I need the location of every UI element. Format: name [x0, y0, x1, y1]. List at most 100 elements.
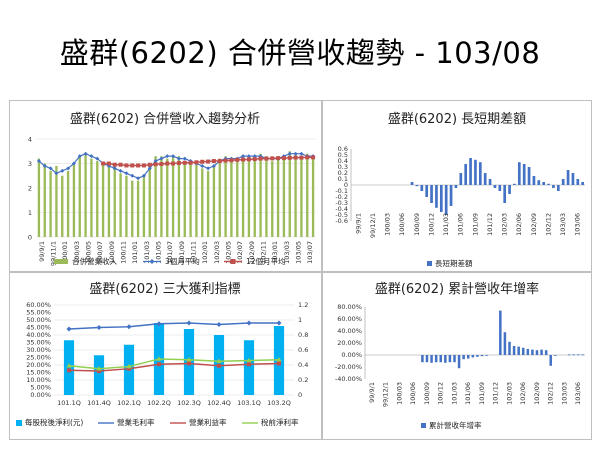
y-tick-label: -0.6 [335, 217, 348, 225]
line-2 [68, 362, 280, 372]
x-tick-label: 100/07 [96, 241, 104, 264]
yoy-bar [576, 354, 580, 356]
revenue-bar [136, 180, 140, 237]
diff-bar [410, 182, 414, 185]
yoy-bar [480, 355, 484, 357]
12m-average-point [264, 156, 269, 161]
x-tick-label: 103/07 [306, 241, 314, 264]
revenue-bar [66, 170, 70, 237]
x-tick-label: 103.1Q [237, 399, 261, 407]
y-right-tick-label: 0 [298, 391, 302, 399]
diff-bar [430, 185, 433, 203]
diff-bar [503, 185, 507, 203]
yoy-bar [434, 355, 438, 363]
y-tick-label: -0.4 [335, 205, 348, 213]
12m-average-point [101, 161, 106, 166]
y-tick-label: 80.00% [337, 303, 362, 311]
margin-point [246, 357, 252, 363]
diff-bar [513, 183, 516, 185]
y-tick-label: 40.00% [337, 327, 362, 335]
3m-average-point [206, 166, 211, 171]
12m-average-point [299, 155, 304, 160]
yoy-bar [453, 355, 456, 363]
3m-average-point [165, 154, 170, 159]
revenue-bar [72, 163, 76, 237]
revenue-bar [154, 156, 157, 237]
12m-average-point [258, 156, 263, 161]
3m-average-point [299, 151, 304, 156]
x-tick-label: 102/03 [213, 241, 221, 264]
diff-bar [493, 185, 497, 188]
12m-average-point [194, 160, 199, 165]
3m-average-point [200, 163, 205, 168]
x-tick-label: 102/06 [515, 213, 523, 236]
yoy-bar [430, 355, 433, 363]
revenue-bar [43, 163, 46, 237]
legend-marker-12m [230, 259, 236, 264]
x-tick-label: 99/9/1 [38, 241, 46, 262]
margin-point [96, 365, 102, 371]
legend-label-yoy: 累計營收年增率 [429, 420, 482, 430]
x-tick-label: 101/01 [131, 241, 139, 264]
y-left-tick-label: 25.00% [26, 354, 51, 362]
y-tick-label: 20.00% [337, 339, 362, 347]
revenue-bar [177, 156, 181, 237]
diff-bar [508, 185, 511, 194]
yoy-bar [471, 355, 475, 358]
margin-point [277, 361, 281, 366]
3m-average-point [136, 176, 141, 181]
yoy-bar [517, 346, 520, 355]
3m-average-point [293, 151, 298, 156]
y-right-tick-label: 1 [298, 316, 302, 324]
y-tick-label: -40.00% [335, 375, 362, 383]
revenue-bar [125, 175, 128, 237]
3m-average-point [60, 168, 65, 173]
12m-average-point [217, 159, 222, 164]
yoy-bar [425, 355, 429, 363]
3m-average-point [83, 151, 88, 156]
yoy-bar [581, 354, 585, 356]
yoy-bar [512, 346, 516, 355]
12m-average-point [293, 155, 298, 160]
legend-marker-3m [149, 259, 155, 264]
diff-bar [483, 173, 487, 185]
x-tick-label: 103/03 [559, 213, 567, 236]
x-tick-label: 100/01 [61, 241, 69, 264]
chart-title: 盛群(6202) 合併營收入趨勢分析 [70, 112, 260, 127]
revenue-bar [253, 158, 256, 237]
long-short-diff-chart: 盛群(6202) 長短期差額0.60.50.40.30.20.10-0.1-0.… [335, 112, 585, 268]
12m-average-point [305, 155, 310, 160]
revenue-bar [212, 165, 216, 237]
diff-bar [439, 185, 443, 212]
y-tick-label: 0 [344, 181, 348, 189]
profit-indicators-panel: 盛群(6202) 三大獲利指標 0.00% 5.00% 10.00% 15.00% 20.… [9, 272, 322, 440]
x-tick-label: 100/03 [395, 382, 403, 405]
x-tick-label: 102/01 [201, 241, 209, 264]
x-tick-label: 99/12/1 [369, 213, 377, 238]
margin-point [127, 366, 131, 371]
revenue-bar [160, 156, 163, 237]
12m-average-point [200, 159, 205, 164]
revenue-bar [236, 161, 239, 237]
y-tick-label: 0.4 [338, 157, 348, 165]
x-tick-label: 100/12 [427, 213, 435, 236]
x-tick-label: 102/09 [533, 382, 541, 405]
margin-point [187, 361, 191, 366]
12m-average-point [211, 159, 216, 164]
diff-bar [454, 185, 458, 188]
legend-swatch-revenue [54, 259, 68, 264]
revenue-bar [119, 173, 122, 237]
y-tick-label: -0.5 [335, 211, 348, 219]
diff-bar [469, 158, 472, 185]
x-tick-label: 100/09 [413, 213, 421, 236]
revenue-bar [166, 158, 169, 237]
revenue-bar [206, 170, 210, 237]
legend-label-eps: 每股稅後淨利(元) [25, 417, 83, 427]
revenue-bar [288, 151, 291, 237]
yoy-bar [439, 355, 442, 363]
revenue-bar [189, 161, 192, 237]
yoy-bar [544, 350, 548, 355]
revenue-bar [224, 156, 227, 237]
y-tick-label: 0.1 [338, 175, 348, 183]
y-tick-label: 1 [28, 209, 32, 217]
